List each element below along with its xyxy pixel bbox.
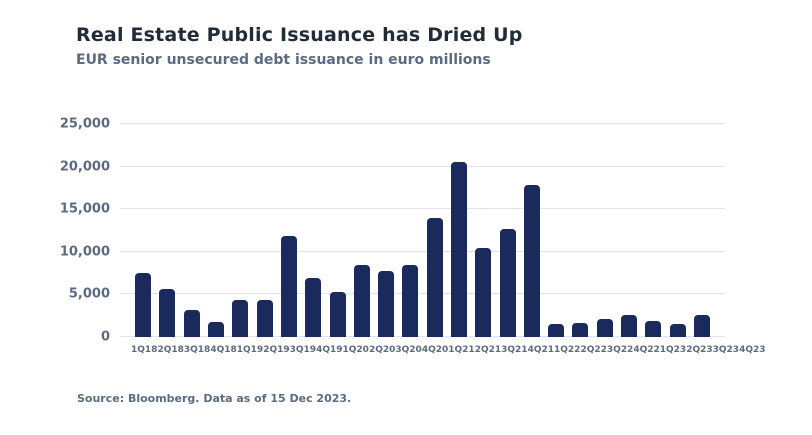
bar xyxy=(402,265,419,337)
bar xyxy=(208,321,225,337)
bar-slot xyxy=(277,124,301,337)
x-tick-label: 4Q21 xyxy=(527,345,554,355)
bar xyxy=(329,291,346,337)
bar-slot xyxy=(155,124,179,337)
x-tick-label: 2Q22 xyxy=(580,345,607,355)
bar-slot xyxy=(398,124,422,337)
x-axis: 1Q18 2Q18 3Q18 4Q18 1Q19 2Q19 3Q19 4Q19 1Q20 2Q20… xyxy=(120,345,766,355)
bar-slot xyxy=(641,124,665,337)
bar-slot xyxy=(666,124,690,337)
bar xyxy=(693,314,710,337)
bar xyxy=(523,184,540,337)
x-tick-label: 4Q19 xyxy=(316,345,343,355)
chart-subtitle: EUR senior unsecured debt issuance in eu… xyxy=(76,52,491,68)
bar xyxy=(183,309,200,337)
bar-slot xyxy=(374,124,398,337)
bar xyxy=(621,314,638,337)
bar-slot xyxy=(520,124,544,337)
bar xyxy=(378,270,395,337)
x-tick-label: 1Q19 xyxy=(236,345,264,355)
bar-slot xyxy=(252,124,276,337)
chart-title: Real Estate Public Issuance has Dried Up xyxy=(76,24,523,46)
gridline xyxy=(120,336,725,337)
x-tick-label: 3Q23 xyxy=(712,345,740,355)
bar-slot xyxy=(471,124,495,337)
bar xyxy=(135,273,152,337)
bar xyxy=(669,324,686,337)
x-tick-label: 4Q22 xyxy=(633,345,660,355)
bar xyxy=(159,289,176,337)
bar-slot xyxy=(301,124,325,337)
bar-slot xyxy=(204,124,228,337)
x-tick-label: 2Q21 xyxy=(474,345,502,355)
bar xyxy=(596,319,613,337)
x-tick-label: 3Q20 xyxy=(395,345,422,355)
bar-series xyxy=(120,124,725,337)
x-tick-label: 3Q19 xyxy=(289,345,317,355)
bar xyxy=(548,324,565,337)
x-tick-label: 4Q18 xyxy=(210,345,237,355)
bar xyxy=(353,265,370,337)
bar xyxy=(451,161,467,337)
gridline xyxy=(120,208,725,210)
x-tick-label: 4Q23 xyxy=(739,345,766,355)
y-tick-label: 10,000 xyxy=(59,244,110,260)
bar-slot xyxy=(325,124,349,337)
y-tick-label: 0 xyxy=(100,329,110,345)
bar-slot xyxy=(131,124,155,337)
y-axis: 0 5,000 10,000 15,000 20,000 25,000 xyxy=(40,117,110,345)
x-tick-label: 2Q23 xyxy=(686,345,713,355)
bar xyxy=(499,228,516,337)
gridline xyxy=(120,165,725,167)
bar xyxy=(305,278,322,337)
bar xyxy=(232,300,249,337)
plot-area xyxy=(120,123,725,337)
bar-slot xyxy=(617,124,641,337)
gridline xyxy=(120,123,725,124)
bar xyxy=(280,235,297,337)
bar-slot xyxy=(447,124,471,337)
bar xyxy=(475,248,492,337)
bar xyxy=(426,217,443,337)
bar-slot xyxy=(544,124,568,337)
x-tick-label: 1Q21 xyxy=(448,345,475,355)
gridline xyxy=(120,293,725,295)
bar-slot xyxy=(180,124,204,337)
bar-slot xyxy=(228,124,252,337)
x-tick-label: 3Q22 xyxy=(606,345,634,355)
bar-slot xyxy=(495,124,519,337)
bar xyxy=(256,300,273,337)
x-tick-label: 4Q20 xyxy=(421,345,449,355)
bar-slot xyxy=(568,124,592,337)
x-tick-label: 1Q22 xyxy=(554,345,581,355)
gridline xyxy=(120,250,725,252)
x-tick-label: 2Q20 xyxy=(368,345,396,355)
source-note: Source: Bloomberg. Data as of 15 Dec 202… xyxy=(77,392,352,405)
y-tick-label: 15,000 xyxy=(59,201,110,217)
y-tick-label: 25,000 xyxy=(59,116,110,132)
x-tick-label: 3Q18 xyxy=(183,345,211,355)
bar-slot xyxy=(350,124,374,337)
x-tick-label: 3Q21 xyxy=(501,345,528,355)
bar-slot xyxy=(690,124,714,337)
bar xyxy=(645,320,662,337)
bar xyxy=(572,323,589,337)
y-tick-label: 5,000 xyxy=(68,286,110,302)
x-tick-label: 1Q20 xyxy=(342,345,369,355)
x-tick-label: 1Q18 xyxy=(131,345,158,355)
y-tick-label: 20,000 xyxy=(59,159,110,175)
bar-slot xyxy=(423,124,447,337)
x-tick-label: 1Q23 xyxy=(659,345,687,355)
x-tick-label: 2Q18 xyxy=(157,345,184,355)
x-tick-label: 2Q19 xyxy=(263,345,290,355)
bar-slot xyxy=(593,124,617,337)
